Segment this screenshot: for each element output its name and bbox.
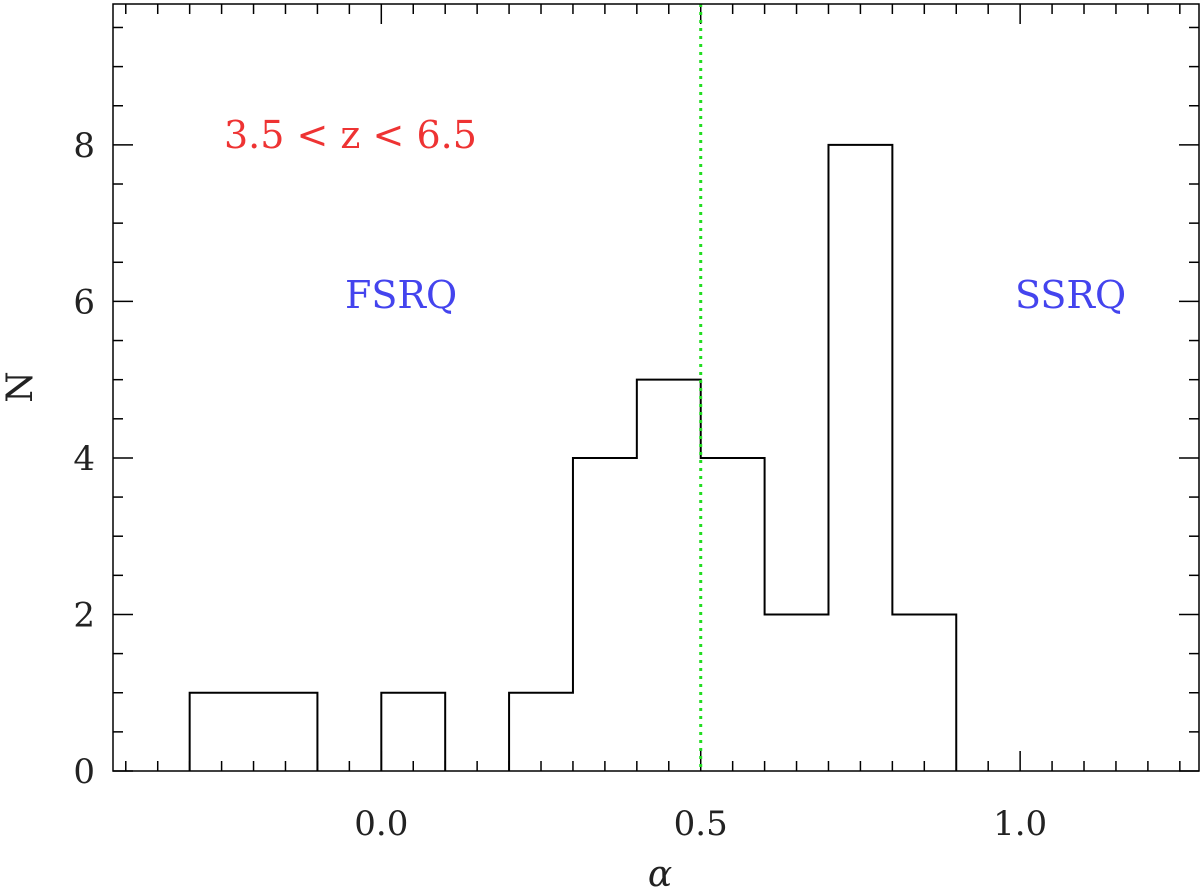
histogram-bin (892, 614, 956, 771)
y-tick-label: 4 (73, 439, 95, 479)
y-tick-label: 6 (73, 282, 95, 322)
histogram-bin (381, 693, 445, 771)
histogram-outline (188, 143, 958, 771)
histogram-bin (190, 693, 254, 771)
y-tick-labels: 0 2 4 6 8 (73, 126, 95, 792)
annotation-z-range: 3.5 < z < 6.5 (224, 113, 477, 157)
x-tick-label: 1.0 (993, 804, 1047, 844)
x-tick-label: 0.0 (354, 804, 408, 844)
histogram-bin (509, 693, 573, 771)
x-tick-labels: 0.0 0.5 1.0 (354, 804, 1047, 844)
histogram-bin (254, 693, 318, 771)
histogram-bin (701, 458, 765, 771)
x-axis-title: α (648, 854, 672, 892)
y-tick-label: 0 (73, 752, 95, 792)
histogram-bin (828, 145, 892, 771)
annotation-ssrq: SSRQ (1015, 273, 1126, 317)
histogram-bin (637, 380, 701, 771)
histogram-bin (573, 458, 637, 771)
plot-frame (112, 3, 1200, 772)
histogram-bin (765, 614, 829, 771)
annotation-fsrq: FSRQ (345, 273, 457, 317)
y-axis-title: N (0, 371, 41, 403)
x-tick-label: 0.5 (674, 804, 728, 844)
y-tick-label: 8 (73, 126, 95, 166)
y-tick-label: 2 (73, 595, 95, 635)
